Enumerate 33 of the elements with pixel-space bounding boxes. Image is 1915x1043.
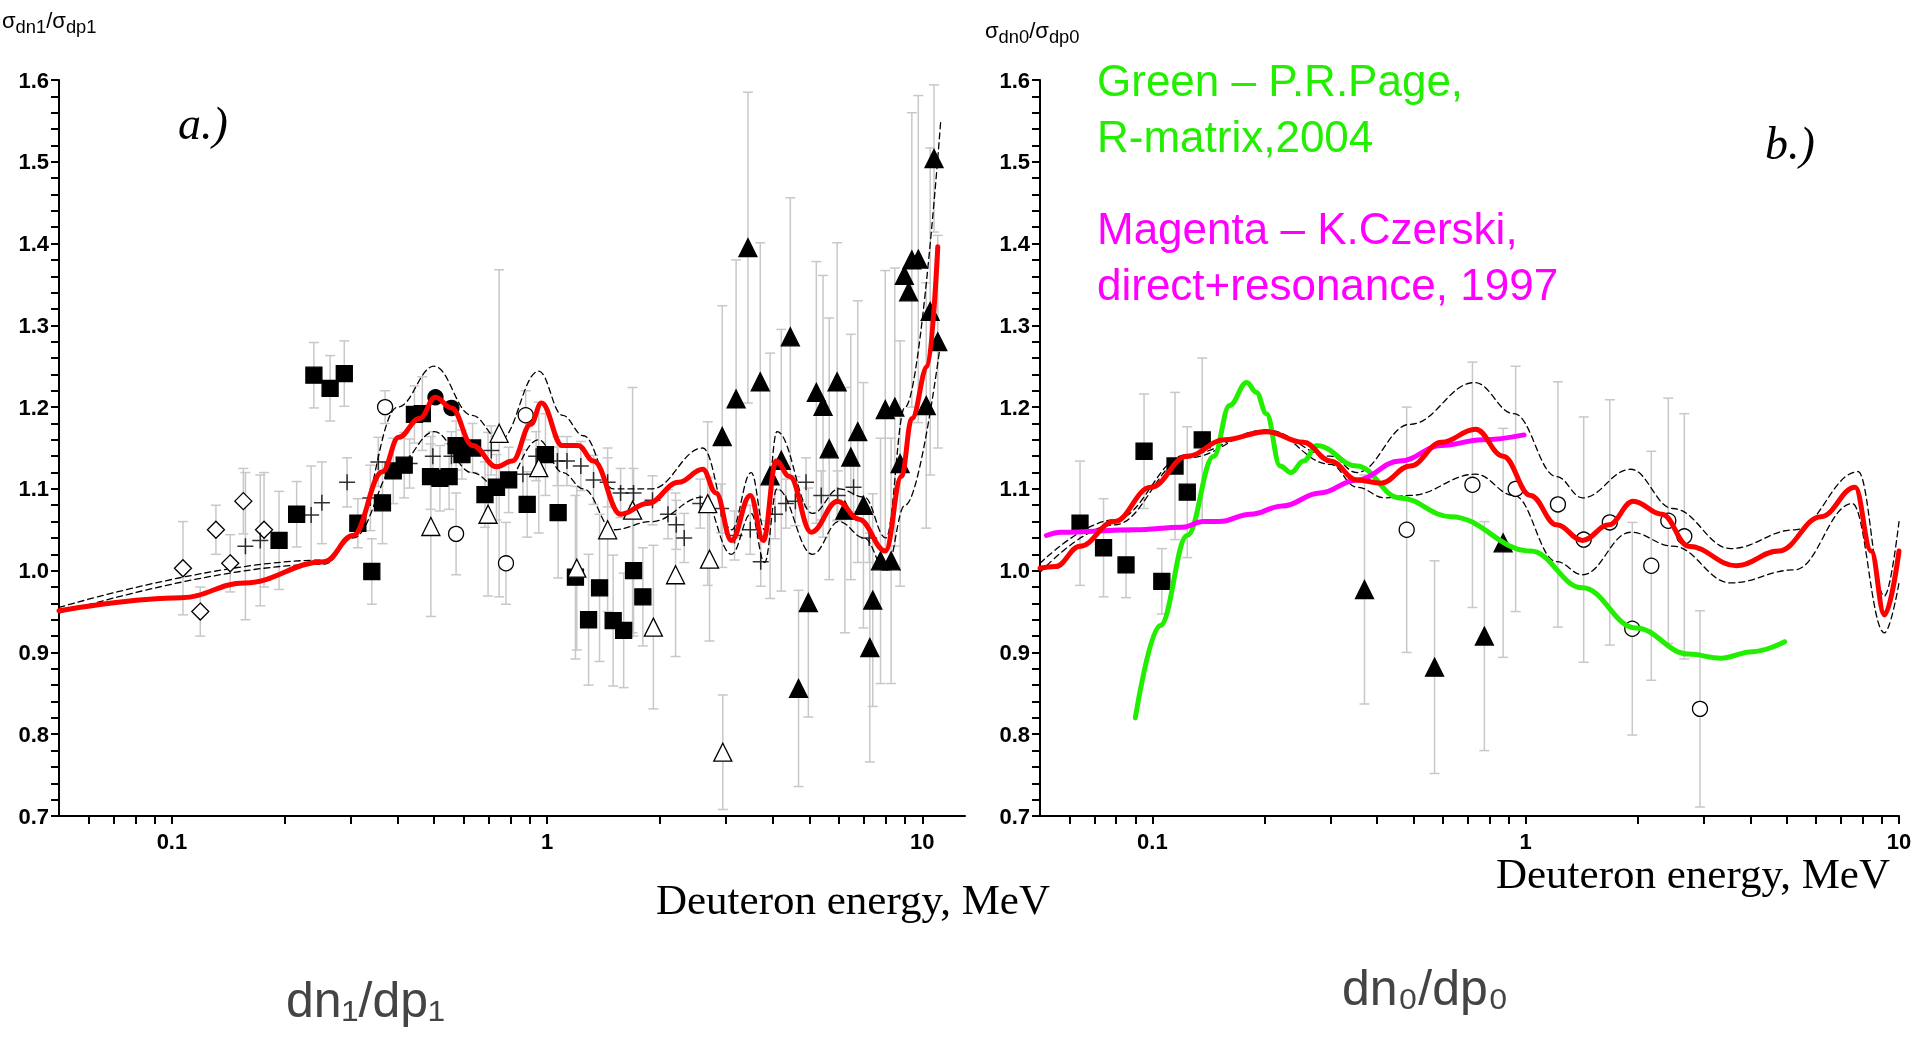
y-tick-label: 1.6 — [999, 67, 1030, 93]
y-tick-label: 1.4 — [999, 231, 1031, 257]
x-tick-label: 10 — [910, 828, 935, 854]
text: dn₁/dp₁ — [286, 972, 445, 1028]
text: Magenta – K.Czerski, direct+resonance, 1997 — [1097, 203, 1559, 309]
x-tick-label: 0.1 — [156, 828, 188, 854]
y-tick-label: 1.5 — [18, 149, 49, 175]
y-tick-label: 1.1 — [18, 476, 49, 502]
annotation: b.) — [1765, 117, 1815, 169]
y-axis-title: σ$_{dn1}$/σ$_{dp1}$ — [2, 8, 97, 39]
y-tick-label: 0.7 — [18, 803, 49, 829]
y-tick-label: 1.3 — [18, 312, 49, 338]
y-tick-label: 0.7 — [999, 803, 1030, 829]
annotation: a.) — [178, 97, 228, 149]
y-tick-label: 0.9 — [18, 639, 49, 665]
y-tick-label: 0.8 — [999, 721, 1030, 747]
y-tick-label: 0.8 — [18, 721, 49, 747]
y-tick-label: 1.6 — [18, 67, 49, 93]
x-tick-label: 1 — [540, 828, 554, 854]
y-tick-label: 1.1 — [999, 476, 1030, 502]
y-tick-label: 1.4 — [18, 231, 50, 257]
y-tick-label: 1.2 — [999, 394, 1030, 420]
y-tick-label: 1.3 — [999, 312, 1030, 338]
y-tick-label: 1.5 — [999, 149, 1030, 175]
text: dn₀/dp₀ — [1342, 960, 1509, 1016]
y-tick-label: 1.0 — [999, 558, 1030, 584]
x-tick-label: 0.1 — [1137, 828, 1168, 854]
text: Green – P.R.Page, R-matrix,2004 — [1097, 55, 1476, 161]
y-tick-label: 1.2 — [18, 394, 49, 420]
y-tick-label: 0.9 — [999, 639, 1030, 665]
x-axis-title: Deuteron energy, MeV — [655, 876, 1051, 923]
y-axis-title: σ$_{dn0}$/σ$_{dp0}$ — [985, 18, 1080, 49]
y-tick-label: 1.0 — [18, 558, 49, 584]
